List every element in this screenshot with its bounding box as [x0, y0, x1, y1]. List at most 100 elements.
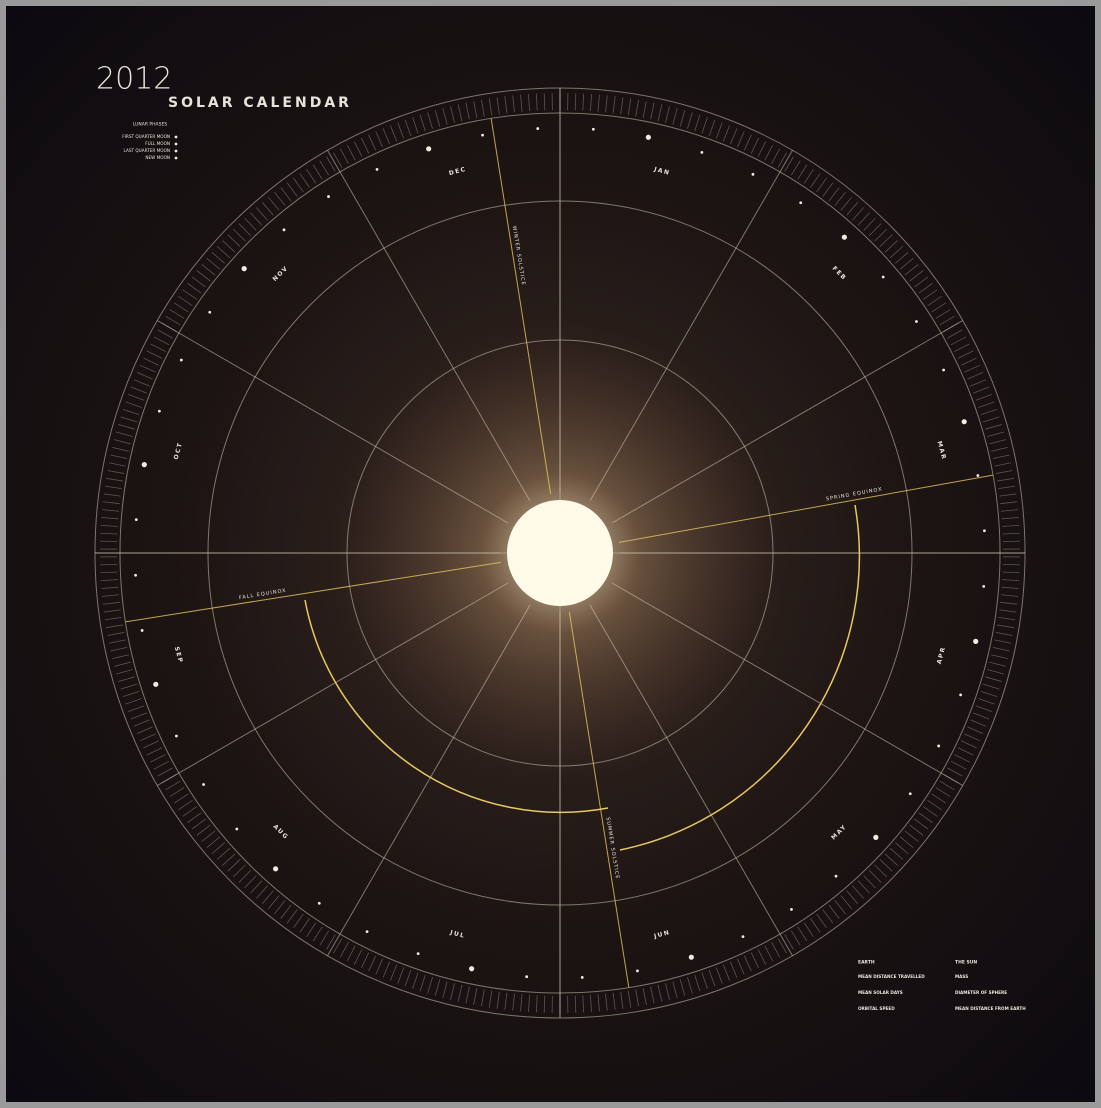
- day-tick: [262, 890, 274, 904]
- day-tick: [143, 740, 159, 749]
- day-tick: [103, 493, 121, 497]
- day-tick: [118, 424, 135, 430]
- day-tick: [708, 970, 716, 987]
- moon-dot: [591, 127, 595, 131]
- legend-item: LAST QUARTER MOON: [124, 148, 170, 153]
- day-tick: [178, 799, 193, 811]
- day-tick: [589, 94, 592, 112]
- moon-dot: [961, 419, 967, 425]
- day-tick: [339, 148, 349, 164]
- day-tick: [182, 289, 197, 300]
- day-tick: [319, 160, 330, 176]
- day-tick: [326, 156, 336, 172]
- day-tick: [672, 981, 678, 998]
- day-tick: [488, 98, 493, 116]
- month-label: JUL: [448, 929, 466, 940]
- day-tick: [790, 160, 801, 176]
- day-tick: [722, 125, 731, 142]
- day-tick: [238, 869, 252, 883]
- day-tick: [967, 726, 984, 734]
- day-tick: [894, 252, 909, 264]
- day-tick: [635, 989, 639, 1007]
- day-tick: [899, 836, 914, 848]
- year: 2012: [96, 62, 172, 97]
- day-tick: [950, 336, 967, 346]
- day-tick: [116, 669, 133, 675]
- day-tick: [884, 853, 898, 866]
- facts-title: THE SUN: [955, 960, 977, 966]
- day-tick: [100, 579, 118, 582]
- day-tick: [983, 683, 1000, 690]
- day-tick: [106, 624, 123, 629]
- day-tick: [481, 989, 485, 1007]
- day-tick: [923, 806, 938, 817]
- day-tick: [1000, 509, 1018, 512]
- day-tick: [998, 617, 1016, 621]
- day-tick: [957, 350, 974, 359]
- day-tick: [828, 187, 840, 202]
- day-tick: [116, 431, 133, 437]
- day-tick: [101, 586, 119, 589]
- day-tick: [543, 93, 546, 111]
- moon-dot: [235, 827, 239, 831]
- moon-dot: [134, 573, 137, 577]
- moon-dot: [317, 901, 321, 905]
- day-tick: [822, 909, 834, 924]
- day-tick: [299, 918, 310, 933]
- day-tick: [574, 93, 577, 111]
- event-line: [568, 612, 630, 988]
- day-tick: [346, 144, 356, 161]
- day-tick: [715, 967, 723, 984]
- legend-item: FIRST QUARTER MOON: [122, 134, 170, 139]
- day-tick: [722, 964, 731, 981]
- moon-dot: [426, 146, 432, 152]
- day-tick: [128, 394, 145, 401]
- event-line: [618, 474, 994, 543]
- day-tick: [496, 991, 500, 1009]
- day-tick: [810, 918, 821, 933]
- day-tick: [701, 117, 708, 134]
- day-tick: [262, 202, 274, 216]
- day-tick: [1000, 501, 1018, 505]
- day-tick: [582, 93, 585, 111]
- calendar-wheel: JANFEBMARAPRMAYJUNJULAUGSEPOCTNOVDECSPRI…: [95, 88, 1025, 1018]
- day-tick: [642, 101, 647, 118]
- day-tick: [1002, 532, 1020, 535]
- day-tick: [201, 830, 216, 842]
- month-divider: [611, 320, 963, 524]
- day-tick: [412, 972, 419, 989]
- day-tick: [642, 988, 647, 1005]
- day-tick: [268, 895, 280, 909]
- day-tick: [133, 379, 150, 387]
- day-tick: [169, 309, 185, 319]
- day-tick: [465, 986, 470, 1004]
- day-tick: [764, 144, 774, 161]
- day-tick: [987, 669, 1004, 675]
- day-tick: [857, 880, 870, 894]
- day-tick: [797, 926, 808, 942]
- moon-dot: [140, 629, 144, 632]
- day-tick: [757, 949, 767, 965]
- day-tick: [931, 302, 947, 313]
- moon-dot: [416, 952, 420, 956]
- day-tick: [293, 913, 304, 929]
- day-tick: [923, 289, 938, 300]
- legend-marker: [174, 135, 178, 139]
- day-tick: [268, 197, 280, 211]
- day-tick: [457, 104, 463, 122]
- moon-dot: [976, 474, 980, 477]
- day-tick: [997, 624, 1014, 629]
- day-tick: [947, 329, 963, 339]
- moon-dot: [208, 310, 212, 314]
- moon-dot: [799, 201, 803, 205]
- day-tick: [112, 654, 129, 660]
- day-tick: [909, 824, 924, 836]
- day-tick: [983, 416, 1000, 423]
- day-tick: [904, 830, 919, 842]
- day-tick: [991, 446, 1008, 452]
- moon-dot: [536, 127, 540, 130]
- day-tick: [191, 818, 206, 830]
- day-tick: [889, 246, 904, 259]
- day-tick: [879, 859, 893, 872]
- day-tick: [346, 945, 356, 962]
